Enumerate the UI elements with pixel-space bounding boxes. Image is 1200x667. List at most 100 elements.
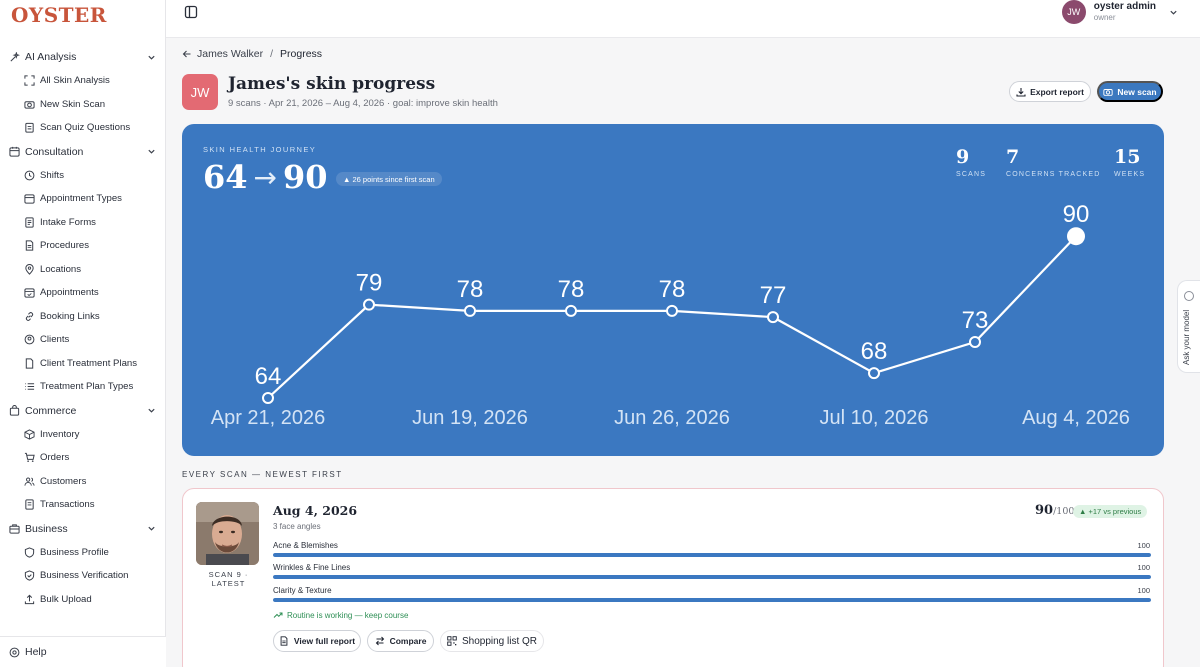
sidebar-item-customers[interactable]: Customers [0,470,166,494]
view-full-report-button[interactable]: View full report [273,630,361,652]
sidebar-item-intake-forms[interactable]: Intake Forms [0,211,166,235]
data-label: 79 [356,270,383,297]
stat-scans: 9 SCANS [956,146,986,178]
trending-up-icon [273,610,283,620]
x-tick-label: Apr 21, 2026 [211,407,326,429]
compare-button[interactable]: Compare [367,630,434,652]
sidebar-item-scan-quiz-questions[interactable]: Scan Quiz Questions [0,116,166,140]
back-arrow-icon[interactable] [182,49,192,59]
data-label: 90 [1063,201,1090,228]
sidebar-item-label: Scan Quiz Questions [40,122,131,134]
nav-group-ai-analysis[interactable]: AI Analysis [0,45,166,69]
sidebar-item-label: Treatment Plan Types [40,381,134,393]
routine-note-text: Routine is working — keep course [287,610,409,620]
nav-group-business[interactable]: Business [0,517,166,541]
sidebar-item-label: Transactions [40,499,95,511]
document-icon [24,358,35,369]
sidebar-item-locations[interactable]: Locations [0,258,166,282]
upload-icon [24,594,35,605]
nav-group-consultation[interactable]: Consultation [0,140,166,164]
sidebar-item-appointment-types[interactable]: Appointment Types [0,187,166,211]
sidebar-item-inventory[interactable]: Inventory [0,423,166,447]
scan-icon [24,75,35,86]
metric-value: 100 [1137,541,1150,550]
ask-your-model-tab[interactable]: Ask your model [1177,280,1200,373]
breadcrumb-parent[interactable]: James Walker [197,48,264,60]
swap-icon [375,636,385,646]
nav-group-label: Consultation [25,145,84,158]
metric-bar-fill [273,598,1151,602]
data-point[interactable] [464,304,476,317]
metric-bar [273,553,1151,557]
data-point[interactable] [565,304,577,317]
score-delta-badge: ▲ +17 vs previous [1073,505,1148,518]
new-scan-button[interactable]: New scan [1097,81,1163,102]
sidebar-nav: AI Analysis All Skin Analysis New Skin S… [0,45,166,611]
user-icon [24,334,35,345]
scan-photo[interactable] [196,502,259,565]
sidebar-toggle-icon[interactable] [184,5,198,19]
help-link[interactable]: Help [0,636,166,667]
help-label: Help [25,646,47,658]
shopping-list-qr-label: Shopping list QR [461,635,538,647]
scan-card: SCAN 9 · LATEST Aug 4, 2026 3 face angle… [182,488,1164,667]
nav-group-label: AI Analysis [25,51,77,63]
sidebar-item-shifts[interactable]: Shifts [0,164,166,188]
data-point[interactable] [767,311,779,324]
metric-value: 100 [1137,563,1150,572]
data-point[interactable] [1067,227,1085,246]
calendar-check-icon [24,287,35,298]
x-tick-label: Jun 26, 2026 [614,407,730,429]
sidebar-item-new-skin-scan[interactable]: New Skin Scan [0,93,166,117]
sidebar-item-orders[interactable]: Orders [0,446,166,470]
chat-bubble-icon [1184,291,1194,301]
shopping-list-qr-button[interactable]: Shopping list QR [440,630,544,652]
box-icon [24,429,35,440]
sidebar-item-transactions[interactable]: Transactions [0,493,166,517]
sidebar-item-clients[interactable]: Clients [0,328,166,352]
sidebar-item-label: Inventory [40,428,80,440]
stat-label: CONCERNS TRACKED [1006,171,1101,178]
chevron-down-icon [1169,8,1178,17]
nav-group-commerce[interactable]: Commerce [0,399,166,423]
sidebar-item-label: Clients [40,334,70,346]
sidebar-item-bulk-upload[interactable]: Bulk Upload [0,588,166,612]
journey-score: 64 → 90 [203,158,328,196]
scans-section-label: EVERY SCAN — NEWEST FIRST [182,470,343,479]
sidebar-item-label: Orders [40,452,70,464]
download-icon [1016,87,1026,97]
sidebar-item-business-profile[interactable]: Business Profile [0,541,166,565]
form-icon [24,217,35,228]
clock-icon [24,170,35,181]
document-icon [279,636,289,646]
nav-group-label: Business [25,522,68,535]
sidebar-item-treatment-plan-types[interactable]: Treatment Plan Types [0,375,166,399]
sidebar-item-client-treatment-plans[interactable]: Client Treatment Plans [0,352,166,376]
data-point[interactable] [363,298,375,311]
sidebar-item-label: Appointments [40,287,99,299]
data-point[interactable] [262,392,274,404]
sidebar-item-all-skin-analysis[interactable]: All Skin Analysis [0,69,166,93]
metric-bar-fill [273,553,1151,557]
metric-label: Wrinkles & Fine Lines [273,563,351,572]
data-point[interactable] [868,367,880,380]
document-icon [24,240,35,251]
sidebar-item-appointments[interactable]: Appointments [0,281,166,305]
metric-value: 100 [1137,586,1150,595]
export-report-button[interactable]: Export report [1009,81,1091,102]
page-title: James's skin progress [228,74,436,94]
sidebar-item-procedures[interactable]: Procedures [0,234,166,258]
breadcrumb-separator: / [270,48,274,60]
data-point[interactable] [666,304,678,317]
user-menu[interactable]: JW oyster admin owner [1061,0,1178,24]
sidebar-item-label: Locations [40,263,82,275]
brand-logo[interactable]: OYSTER [11,3,107,27]
stat-weeks: 15 WEEKS [1114,146,1145,178]
data-point[interactable] [969,336,981,348]
sidebar-item-business-verification[interactable]: Business Verification [0,564,166,588]
stat-label: SCANS [956,171,987,178]
stat-label: WEEKS [1114,171,1146,178]
sidebar-item-label: Procedures [40,240,90,252]
sidebar-item-booking-links[interactable]: Booking Links [0,305,166,329]
scan-score-value: 90 [1035,503,1054,518]
